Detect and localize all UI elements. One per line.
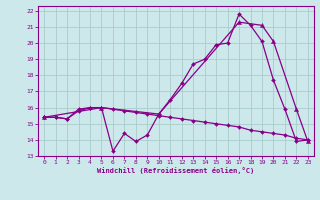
X-axis label: Windchill (Refroidissement éolien,°C): Windchill (Refroidissement éolien,°C)	[97, 167, 255, 174]
